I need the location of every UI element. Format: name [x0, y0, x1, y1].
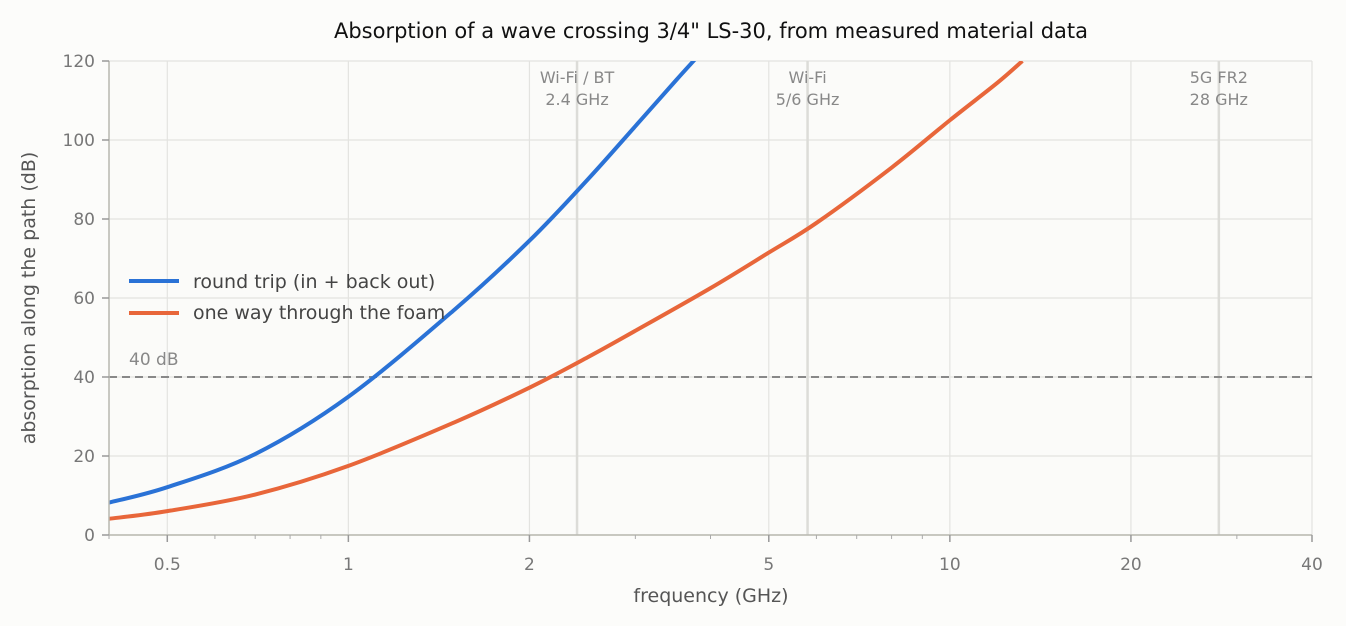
- x-tick-label: 1: [343, 555, 354, 575]
- legend-label-one-way: one way through the foam: [193, 302, 445, 324]
- series-lines: [109, 61, 1024, 521]
- y-tick-label: 0: [84, 526, 95, 546]
- y-tick-label: 60: [73, 289, 95, 309]
- x-tick-label: 0.5: [154, 555, 181, 575]
- band-label-line1: Wi-Fi / BT: [540, 68, 615, 87]
- x-axis-label: frequency (GHz): [633, 585, 788, 607]
- axes: 0 20 40 60 80 100 120 0.5 1 2 5 10 20 40: [63, 52, 1323, 575]
- legend: round trip (in + back out) one way throu…: [129, 271, 445, 324]
- y-tick-label: 120: [63, 52, 95, 72]
- y-tick-label: 100: [63, 131, 95, 151]
- band-label-line2: 2.4 GHz: [545, 90, 608, 109]
- x-tick-label: 2: [524, 555, 535, 575]
- y-axis-label: absorption along the path (dB): [18, 152, 40, 445]
- threshold-label: 40 dB: [129, 350, 179, 370]
- x-tick-label: 10: [939, 555, 961, 575]
- band-markers: Wi-Fi / BT 2.4 GHz Wi-Fi 5/6 GHz 5G FR2 28 GH…: [540, 61, 1248, 535]
- band-label-line2: 28 GHz: [1190, 90, 1248, 109]
- x-tick-label: 40: [1301, 555, 1323, 575]
- chart-title: Absorption of a wave crossing 3/4" LS-30…: [334, 19, 1088, 43]
- band-label-line1: 5G FR2: [1190, 68, 1248, 87]
- threshold: 40 dB: [109, 350, 1312, 378]
- series-line-1: [109, 61, 1024, 521]
- series-line-0: [109, 61, 697, 505]
- y-tick-label: 40: [73, 368, 95, 388]
- band-label-line2: 5/6 GHz: [776, 90, 840, 109]
- x-tick-label: 5: [763, 555, 774, 575]
- band-label-line1: Wi-Fi: [788, 68, 826, 87]
- x-tick-label: 20: [1120, 555, 1142, 575]
- y-tick-label: 20: [73, 447, 95, 467]
- y-tick-label: 80: [73, 210, 95, 230]
- legend-label-round-trip: round trip (in + back out): [193, 271, 435, 293]
